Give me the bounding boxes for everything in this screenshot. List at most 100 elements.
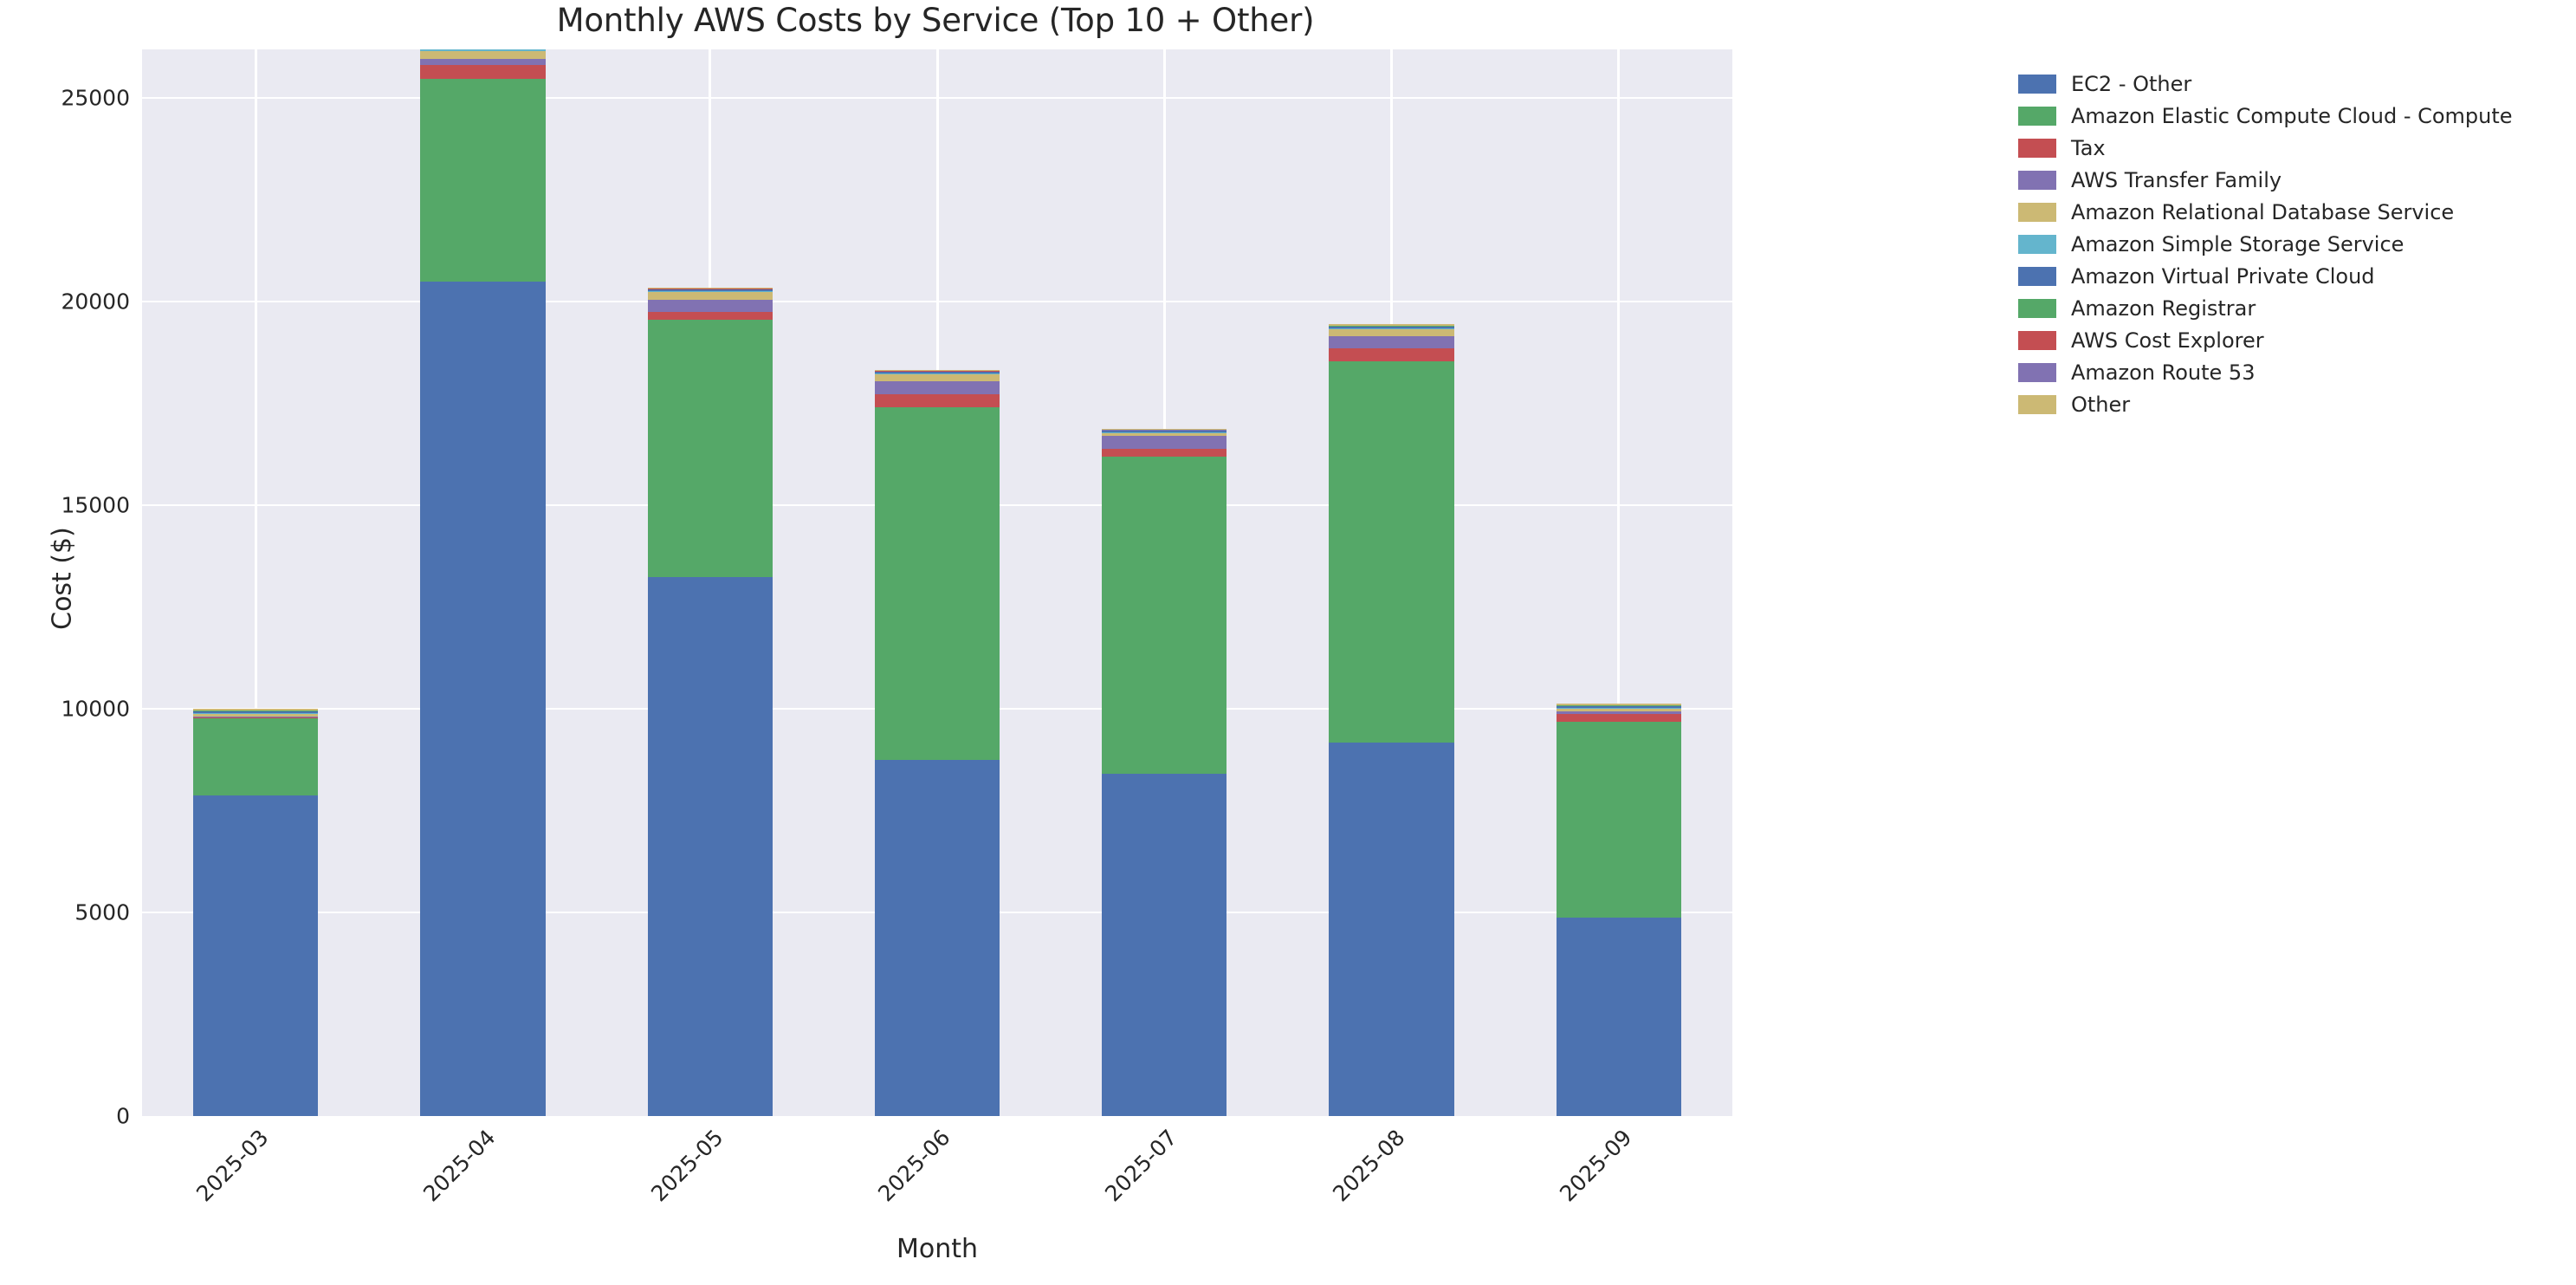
bar-segment bbox=[874, 372, 1000, 374]
bar-segment bbox=[1329, 324, 1454, 326]
bar-segment bbox=[647, 312, 773, 320]
legend-item[interactable]: Amazon Registrar bbox=[2018, 292, 2573, 324]
legend-item[interactable]: Tax bbox=[2018, 132, 2573, 164]
bar-segment bbox=[874, 760, 1000, 1116]
bar-segment bbox=[193, 795, 319, 1116]
bar-2025-03 bbox=[193, 709, 319, 1116]
bar-segment bbox=[1329, 328, 1454, 329]
bar-2025-06 bbox=[874, 369, 1000, 1116]
bar-segment bbox=[1556, 708, 1681, 711]
legend-label: Tax bbox=[2071, 135, 2106, 160]
bar-segment bbox=[420, 49, 546, 51]
bar-segment bbox=[1329, 742, 1454, 1116]
legend-label: AWS Transfer Family bbox=[2071, 167, 2282, 192]
bar-segment bbox=[874, 369, 1000, 372]
bar-segment bbox=[1102, 431, 1227, 433]
bar-segment bbox=[647, 290, 773, 293]
legend-color-swatch-icon bbox=[2018, 202, 2056, 222]
bar-segment bbox=[420, 50, 546, 60]
legend-item[interactable]: AWS Cost Explorer bbox=[2018, 324, 2573, 356]
legend-label: Amazon Elastic Compute Cloud - Compute bbox=[2071, 103, 2513, 128]
bar-segment bbox=[193, 717, 319, 719]
plot-area bbox=[142, 49, 1732, 1116]
bar-segment bbox=[1556, 918, 1681, 1116]
bar-segment bbox=[647, 577, 773, 1116]
y-tick-label: 0 bbox=[116, 1103, 130, 1129]
bar-segment bbox=[1102, 428, 1227, 431]
bar-2025-05 bbox=[647, 287, 773, 1116]
legend-item[interactable]: AWS Transfer Family bbox=[2018, 164, 2573, 196]
x-axis-label: Month bbox=[896, 1234, 979, 1264]
bar-segment bbox=[1556, 705, 1681, 708]
bar-segment bbox=[1102, 436, 1227, 449]
bar-segment bbox=[193, 711, 319, 713]
legend-item[interactable]: Amazon Route 53 bbox=[2018, 356, 2573, 388]
bar-segment bbox=[874, 406, 1000, 761]
bar-segment bbox=[1102, 448, 1227, 457]
bar-2025-08 bbox=[1329, 324, 1454, 1116]
bar-segment bbox=[647, 292, 773, 300]
y-tick-label: 5000 bbox=[74, 899, 130, 925]
bar-segment bbox=[647, 299, 773, 313]
chart-title: Monthly AWS Costs by Service (Top 10 + O… bbox=[556, 2, 1315, 39]
bar-segment bbox=[874, 381, 1000, 394]
bar-segment bbox=[420, 65, 546, 79]
bar-segment bbox=[1556, 722, 1681, 918]
bar-segment bbox=[1102, 432, 1227, 434]
legend-item[interactable]: Other bbox=[2018, 388, 2573, 420]
bar-segment bbox=[1556, 704, 1681, 705]
bar-segment bbox=[420, 78, 546, 282]
bar-segment bbox=[1556, 707, 1681, 709]
bar-segment bbox=[1556, 714, 1681, 723]
bar-segment bbox=[1102, 433, 1227, 437]
y-tick-label: 15000 bbox=[61, 492, 130, 518]
legend-color-swatch-icon bbox=[2018, 234, 2056, 254]
bar-segment bbox=[193, 709, 319, 711]
bar-segment bbox=[647, 320, 773, 578]
legend-label: EC2 - Other bbox=[2071, 71, 2192, 96]
legend-label: Other bbox=[2071, 392, 2131, 417]
legend-color-swatch-icon bbox=[2018, 362, 2056, 382]
bar-segment bbox=[1329, 348, 1454, 362]
bar-segment bbox=[1556, 711, 1681, 715]
legend-item[interactable]: Amazon Elastic Compute Cloud - Compute bbox=[2018, 100, 2573, 132]
legend-item[interactable]: Amazon Simple Storage Service bbox=[2018, 228, 2573, 260]
bar-segment bbox=[1102, 456, 1227, 774]
bar-segment bbox=[1329, 336, 1454, 349]
bar-segment bbox=[1329, 361, 1454, 743]
x-axis-tick-labels: 2025-03 2025-04 2025-05 2025-06 2025-07 2025-… bbox=[142, 1116, 1732, 1220]
legend-label: Amazon Simple Storage Service bbox=[2071, 231, 2404, 256]
bar-segment bbox=[874, 393, 1000, 407]
bar-segment bbox=[193, 718, 319, 795]
bar-segment bbox=[193, 714, 319, 717]
legend-label: Amazon Virtual Private Cloud bbox=[2071, 263, 2375, 289]
bar-segment bbox=[1329, 328, 1454, 337]
bar-segment bbox=[420, 281, 546, 1116]
legend-label: AWS Cost Explorer bbox=[2071, 328, 2264, 353]
legend-label: Amazon Registrar bbox=[2071, 295, 2256, 321]
bar-segment bbox=[647, 287, 773, 289]
bar-2025-04 bbox=[420, 49, 546, 1116]
legend-item[interactable]: Amazon Virtual Private Cloud bbox=[2018, 260, 2573, 292]
bar-segment bbox=[420, 59, 546, 66]
chart-legend: EC2 - Other Amazon Elastic Compute Cloud … bbox=[2018, 68, 2573, 420]
bar-segment bbox=[193, 715, 319, 717]
y-axis-tick-labels: 0 5000 10000 15000 20000 25000 bbox=[0, 49, 130, 1129]
legend-color-swatch-icon bbox=[2018, 170, 2056, 190]
bar-2025-09 bbox=[1556, 704, 1681, 1116]
bar-segment bbox=[193, 712, 319, 715]
bar-segment bbox=[874, 374, 1000, 382]
legend-item[interactable]: EC2 - Other bbox=[2018, 68, 2573, 100]
legend-label: Amazon Route 53 bbox=[2071, 360, 2256, 385]
y-tick-label: 10000 bbox=[61, 696, 130, 722]
bar-segment bbox=[1102, 773, 1227, 1116]
gridline bbox=[254, 49, 257, 1116]
y-tick-label: 25000 bbox=[61, 85, 130, 111]
bar-segment bbox=[874, 373, 1000, 375]
gridline bbox=[1617, 49, 1621, 1116]
legend-color-swatch-icon bbox=[2018, 138, 2056, 158]
legend-color-swatch-icon bbox=[2018, 74, 2056, 94]
legend-item[interactable]: Amazon Relational Database Service bbox=[2018, 196, 2573, 228]
y-tick-label: 20000 bbox=[61, 289, 130, 315]
